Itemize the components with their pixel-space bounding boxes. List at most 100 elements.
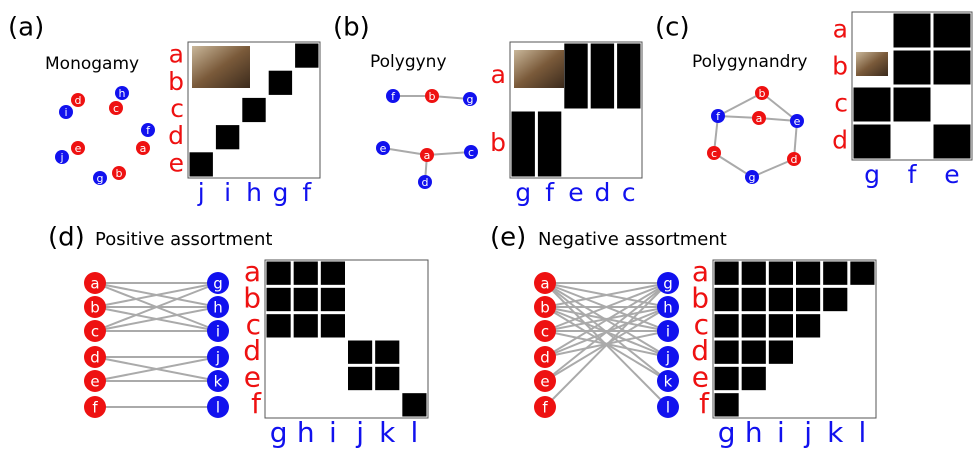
matrix-cell bbox=[242, 98, 265, 122]
matrix-cell bbox=[894, 14, 931, 48]
row-label: a bbox=[833, 15, 848, 44]
panel-label: (c) bbox=[655, 13, 690, 43]
matrix-cell bbox=[742, 262, 766, 285]
row-label: e bbox=[169, 148, 184, 177]
matrix-cell bbox=[796, 288, 820, 311]
matrix-cell bbox=[321, 314, 345, 337]
col-label: f bbox=[908, 160, 918, 189]
col-label: l bbox=[859, 416, 867, 449]
node-label: h bbox=[119, 87, 126, 100]
matrix-cell bbox=[591, 44, 614, 109]
matrix-cell bbox=[402, 393, 426, 416]
node-label: k bbox=[214, 373, 223, 391]
matrix-cell bbox=[564, 44, 587, 109]
matrix-cell bbox=[894, 88, 931, 122]
panel-title: Positive assortment bbox=[95, 229, 272, 250]
panel-label: (a) bbox=[8, 13, 44, 43]
row-label: b bbox=[168, 67, 184, 96]
node-label: c bbox=[468, 146, 474, 159]
node-label: a bbox=[140, 142, 147, 155]
matrix-cell bbox=[823, 288, 847, 311]
node-label: b bbox=[759, 87, 766, 100]
node-label: l bbox=[216, 399, 220, 417]
node-label: a bbox=[90, 275, 99, 293]
node-label: h bbox=[213, 299, 223, 317]
matrix-cell bbox=[796, 262, 820, 285]
col-label: i bbox=[329, 416, 337, 449]
matrix-cell bbox=[216, 125, 239, 149]
panel-label: (e) bbox=[490, 223, 526, 253]
node-label: d bbox=[422, 176, 429, 189]
matrix-cell bbox=[538, 112, 561, 177]
matrix-cell bbox=[769, 314, 793, 337]
row-label: c bbox=[834, 89, 848, 118]
node-label: a bbox=[424, 149, 431, 162]
panel-title: Monogamy bbox=[45, 54, 139, 74]
node-label: g bbox=[97, 172, 104, 185]
matrix-cell bbox=[742, 341, 766, 364]
row-label: f bbox=[251, 387, 262, 420]
matrix-cell bbox=[294, 314, 318, 337]
col-label: l bbox=[411, 416, 419, 449]
row-label: b bbox=[832, 52, 848, 81]
col-label: c bbox=[622, 178, 636, 207]
matrix-cell bbox=[715, 367, 739, 390]
col-label: e bbox=[944, 160, 959, 189]
col-label: j bbox=[803, 416, 812, 449]
node-label: f bbox=[542, 399, 548, 417]
node-label: i bbox=[666, 323, 670, 341]
matrix-cell bbox=[267, 288, 291, 311]
matrix-cell bbox=[269, 71, 292, 95]
node-label: c bbox=[91, 323, 99, 341]
node-label: b bbox=[429, 90, 436, 103]
matrix-cell bbox=[769, 262, 793, 285]
node-label: j bbox=[665, 349, 670, 367]
matrix-cell bbox=[894, 51, 931, 85]
photo bbox=[192, 46, 250, 88]
node-label: i bbox=[216, 323, 220, 341]
matrix-cell bbox=[267, 314, 291, 337]
node-label: e bbox=[540, 373, 549, 391]
node-label: c bbox=[541, 323, 549, 341]
panel-title: Polygynandry bbox=[692, 52, 808, 72]
matrix-cell bbox=[348, 341, 372, 364]
node-label: g bbox=[749, 171, 756, 184]
matrix-cell bbox=[715, 262, 739, 285]
matrix-cell bbox=[375, 367, 399, 390]
panel-title: Polygyny bbox=[370, 52, 447, 72]
node-label: d bbox=[540, 349, 550, 367]
figure: (a)Monogamyabcdejihgfabcdejihgf(b)Polygy… bbox=[0, 0, 976, 450]
node-label: g bbox=[467, 93, 474, 106]
matrix-cell bbox=[715, 314, 739, 337]
matrix-cell bbox=[715, 341, 739, 364]
node-label: h bbox=[663, 299, 673, 317]
col-label: i bbox=[777, 416, 785, 449]
col-label: f bbox=[545, 178, 555, 207]
matrix-cell bbox=[190, 152, 213, 176]
node-label: d bbox=[90, 349, 100, 367]
panel-label: (d) bbox=[48, 223, 85, 253]
matrix-cell bbox=[295, 44, 318, 68]
node-label: e bbox=[794, 115, 801, 128]
matrix-cell bbox=[617, 44, 640, 109]
row-label: c bbox=[170, 94, 184, 123]
row-label: d bbox=[832, 126, 848, 155]
matrix-cell bbox=[267, 262, 291, 285]
node-label: e bbox=[75, 142, 82, 155]
matrix-cell bbox=[294, 262, 318, 285]
row-label: a bbox=[491, 60, 506, 89]
row-label: d bbox=[168, 121, 184, 150]
matrix-cell bbox=[854, 88, 891, 122]
node-label: d bbox=[75, 94, 82, 107]
matrix-cell bbox=[742, 367, 766, 390]
node-label: b bbox=[90, 299, 100, 317]
node-label: k bbox=[664, 373, 673, 391]
row-label: b bbox=[490, 128, 506, 157]
row-label: f bbox=[699, 387, 710, 420]
col-label: g bbox=[864, 160, 880, 189]
col-label: j bbox=[355, 416, 364, 449]
col-label: j bbox=[197, 178, 205, 207]
matrix-cell bbox=[294, 288, 318, 311]
col-label: f bbox=[302, 178, 312, 207]
panel-label: (b) bbox=[333, 13, 370, 43]
